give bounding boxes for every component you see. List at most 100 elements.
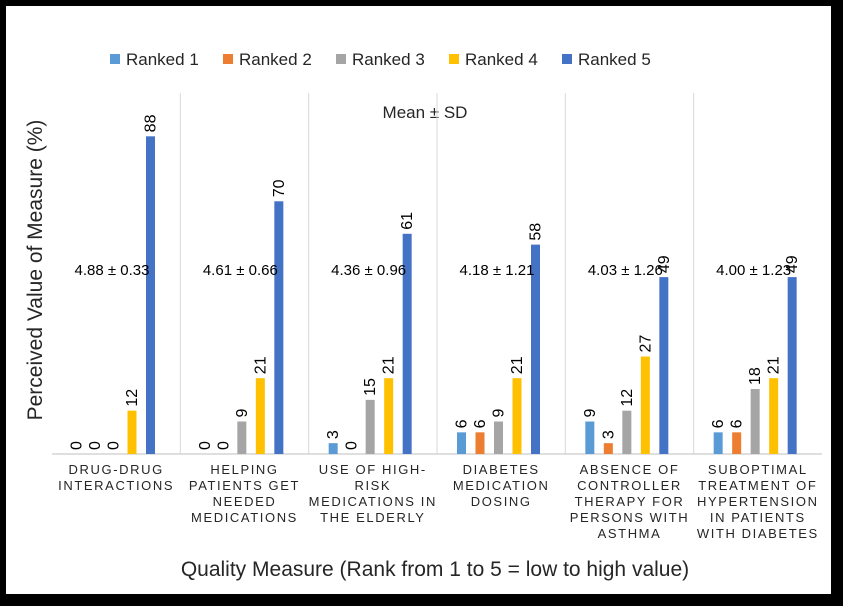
bar-ranked-5	[659, 277, 669, 454]
bar-ranked-2	[603, 443, 613, 454]
category-label: INTERACTIONS	[58, 478, 174, 493]
mean-sd-labels: 4.88 ± 0.33 4.61 ± 0.66 4.36 ± 0.96 4.18 ± …	[75, 262, 792, 279]
legend-swatch-ranked-1	[110, 54, 120, 64]
bar-value-label: 27	[637, 335, 654, 353]
bar-ranked-3	[237, 421, 247, 454]
bar-value-label: 9	[234, 409, 251, 418]
legend-label-ranked-5: Ranked 5	[578, 50, 651, 69]
bar-ranked-3	[622, 410, 632, 454]
mean-sd-label: 4.03 ± 1.26	[588, 262, 663, 279]
legend-swatch-ranked-5	[562, 54, 572, 64]
bar-value-label: 0	[69, 441, 86, 450]
bar-value-label: 49	[656, 255, 673, 273]
category-label: DIABETES	[463, 462, 540, 477]
bar-ranked-1	[328, 443, 338, 454]
bar-value-label: 6	[454, 419, 471, 428]
bar-value-label: 21	[252, 356, 269, 374]
category-label: WITH DIABETES	[697, 526, 819, 541]
category-label: HELPING	[210, 462, 278, 477]
category-label: THERAPY FOR	[575, 494, 685, 509]
bar-value-label: 70	[271, 179, 288, 197]
bar-ranked-5	[146, 136, 155, 454]
bar-ranked-4	[255, 378, 265, 454]
legend-swatch-ranked-2	[223, 54, 233, 64]
category-label: DRUG-DRUG	[69, 462, 164, 477]
bar-value-label: 6	[472, 419, 489, 428]
bar-value-label: 49	[784, 255, 801, 273]
bar-ranked-2	[732, 432, 742, 454]
bar-value-label: 15	[362, 378, 379, 396]
y-axis-title: Perceived Value of Measure (%)	[24, 120, 47, 421]
bar-value-label: 9	[582, 409, 599, 418]
category-label: PERSONS WITH	[570, 510, 690, 525]
bar-value-label: 3	[325, 430, 342, 439]
bar-value-label: 21	[766, 356, 783, 374]
bar-value-label: 0	[215, 441, 232, 450]
category-label: ABSENCE OF	[580, 462, 680, 477]
mean-sd-label: 4.36 ± 0.96	[331, 262, 406, 279]
bar-value-label: 0	[344, 441, 361, 450]
category-label: NEEDED	[213, 494, 277, 509]
bar-ranked-1	[713, 432, 723, 454]
category-label: MEDICATIONS IN	[309, 494, 437, 509]
bar-ranked-4	[127, 410, 137, 454]
bar-value-label: 0	[106, 441, 123, 450]
bars	[127, 136, 797, 454]
legend-label-ranked-3: Ranked 3	[352, 50, 425, 69]
category-separators	[179, 93, 695, 454]
x-axis-title: Quality Measure (Rank from 1 to 5 = low …	[181, 558, 689, 581]
bar-value-label: 21	[509, 356, 526, 374]
category-label: HYPERTENSION	[697, 494, 819, 509]
bar-ranked-4	[769, 378, 779, 454]
category-label: THE ELDERLY	[320, 510, 426, 525]
bar-value-label: 18	[747, 367, 764, 385]
bar-ranked-5	[274, 201, 284, 454]
mean-sd-label: 4.61 ± 0.66	[203, 262, 278, 279]
legend: Ranked 1 Ranked 2 Ranked 3 Ranked 4 Ranked 5	[110, 50, 651, 69]
bar-value-label: 12	[124, 389, 141, 407]
mean-sd-label: 4.18 ± 1.21	[460, 262, 535, 279]
legend-swatch-ranked-4	[449, 54, 459, 64]
bar-value-label: 0	[87, 441, 104, 450]
category-label: MEDICATION	[453, 478, 550, 493]
bar-value-label: 88	[143, 114, 160, 132]
category-label: RISK	[354, 478, 391, 493]
category-label: PATIENTS GET	[189, 478, 300, 493]
legend-label-ranked-2: Ranked 2	[239, 50, 312, 69]
bar-ranked-4	[512, 378, 522, 454]
category-label: SUBOPTIMAL	[708, 462, 808, 477]
bar-ranked-5	[787, 277, 797, 454]
bar-ranked-1	[585, 421, 595, 454]
category-label: IN PATIENTS	[710, 510, 806, 525]
bar-ranked-2	[475, 432, 485, 454]
bar-ranked-4	[640, 356, 650, 454]
category-label: USE OF HIGH-	[319, 462, 427, 477]
bar-ranked-5	[531, 244, 540, 454]
bar-ranked-3	[365, 399, 375, 454]
mean-sd-annotation: Mean ± SD	[383, 103, 468, 122]
bar-value-label: 12	[619, 389, 636, 407]
bar-ranked-5	[402, 233, 412, 454]
bar-ranked-1	[457, 432, 466, 454]
bar-value-label: 6	[710, 419, 727, 428]
legend-swatch-ranked-3	[336, 54, 346, 64]
bar-value-label: 9	[491, 409, 508, 418]
category-label: DOSING	[471, 494, 532, 509]
bar-value-label: 6	[729, 419, 746, 428]
legend-label-ranked-1: Ranked 1	[126, 50, 199, 69]
category-label: TREATMENT OF	[698, 478, 817, 493]
bar-value-label: 21	[381, 356, 398, 374]
bar-ranked-3	[750, 389, 760, 454]
legend-label-ranked-4: Ranked 4	[465, 50, 538, 69]
category-label: CONTROLLER	[577, 478, 682, 493]
category-label: MEDICATIONS	[191, 510, 298, 525]
bar-ranked-4	[384, 378, 394, 454]
bar-value-label: 3	[600, 430, 617, 439]
bar-value-label: 58	[528, 223, 545, 241]
category-label: ASTHMA	[598, 526, 662, 541]
bar-value-label: 0	[197, 441, 214, 450]
bar-ranked-3	[494, 421, 503, 454]
